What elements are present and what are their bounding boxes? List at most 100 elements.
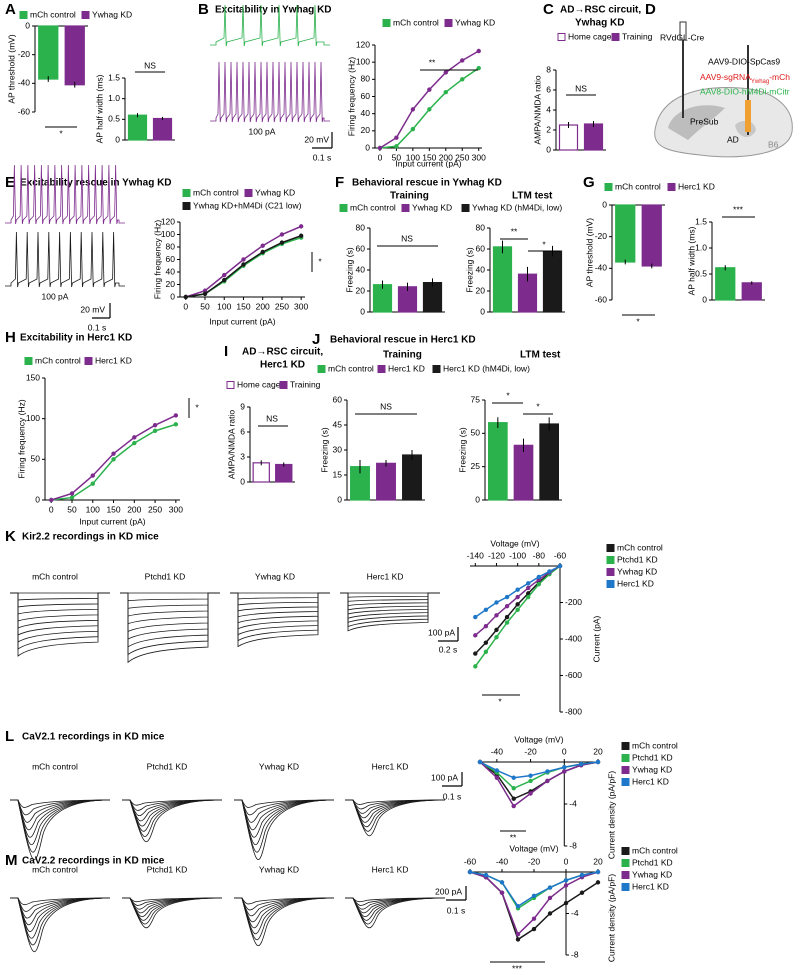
y-tick-label: -20 [595, 231, 608, 241]
point [473, 664, 478, 669]
trace-label: mCh control [32, 864, 78, 874]
trace [5, 231, 125, 288]
point [202, 288, 208, 293]
bar [252, 462, 270, 483]
point [410, 126, 416, 132]
legend-label: mCh control [617, 542, 663, 552]
y-tick-label: 3 [240, 451, 245, 461]
legend-label: mCh control [632, 740, 678, 750]
panel-letter: D [645, 1, 656, 18]
x-tick-label: 150 [236, 301, 250, 311]
point [515, 904, 521, 909]
y-tick-label: -60 [18, 106, 31, 116]
y-tick-label: -4 [571, 908, 579, 918]
legend-swatch [611, 33, 620, 41]
y-tick-label: 0 [35, 494, 40, 504]
point [578, 761, 584, 767]
point [260, 249, 265, 255]
point [595, 759, 601, 765]
x-tick-label: 200 [256, 301, 270, 311]
y-axis-label: Current density (pA/pF) [606, 874, 616, 963]
chart-subtitle: Training [383, 350, 422, 361]
trace [120, 592, 220, 617]
y-tick-label: -400 [565, 633, 582, 643]
point [222, 277, 227, 283]
x-tick-label: 50 [392, 152, 402, 162]
trace-label: 20 mV [80, 304, 105, 314]
legend-swatch [621, 778, 630, 786]
annotation: *** [733, 204, 744, 214]
trace [122, 897, 223, 929]
x-axis-label: Input current (pA) [79, 516, 145, 526]
point [427, 107, 432, 112]
x-axis-label: Input current (pA) [209, 316, 275, 326]
legend-label: mCh control [193, 187, 239, 197]
point [515, 607, 520, 612]
y-axis-label: Freezing (s) [464, 247, 474, 293]
y-tick-label: -4 [569, 798, 577, 808]
point [499, 890, 505, 895]
y-tick-label: 0 [337, 494, 342, 504]
chart-title: CaV2.2 recordings in KD mice [22, 856, 165, 867]
trace [340, 592, 440, 632]
x-tick-label: -140 [467, 550, 484, 560]
x-tick-label: 0 [49, 504, 54, 514]
legend-swatch [81, 11, 90, 19]
chart-title: Kir2.2 recordings in KD mice [22, 532, 159, 543]
point [279, 232, 285, 237]
legend-label: Herc1 KD [95, 355, 132, 365]
point [536, 574, 542, 580]
legend-label: Herc1 KD [632, 881, 669, 891]
point [511, 803, 516, 809]
bar [376, 462, 396, 501]
legend-swatch [621, 871, 630, 879]
point [545, 769, 550, 774]
legend-label: Herc1 KD [388, 363, 425, 373]
annotation: * [536, 401, 540, 411]
x-tick-label: 0 [183, 301, 188, 311]
y-tick-label: 0 [475, 494, 480, 504]
point [202, 291, 208, 297]
y-tick-label: 0 [115, 134, 120, 144]
legend-swatch [621, 859, 630, 867]
point [483, 649, 489, 654]
point [460, 58, 465, 63]
trace [234, 799, 335, 853]
legend-swatch [84, 357, 93, 365]
label-part: -mCh [769, 72, 790, 82]
trace [340, 592, 440, 598]
x-tick-label: -100 [509, 550, 526, 560]
chart-subtitle: Herc1 KD [260, 360, 305, 371]
point [152, 428, 158, 434]
point [563, 900, 569, 906]
point [504, 614, 510, 620]
y-tick-label: 120 [356, 39, 370, 49]
trace-label: 0.1 s [88, 322, 106, 332]
point [260, 243, 265, 248]
x-axis-label: Voltage (mV) [514, 734, 563, 744]
point [483, 607, 489, 612]
y-tick-label: 0 [240, 476, 245, 486]
point [515, 587, 520, 592]
point [90, 473, 95, 478]
legend-label: mCh control [350, 202, 396, 212]
y-tick-label: 60 [333, 394, 343, 404]
y-tick-label: 15 [333, 469, 343, 479]
y-tick-label: 40 [356, 264, 366, 274]
annotation: * [498, 696, 502, 706]
y-tick-label: 0 [365, 142, 370, 152]
legend-swatch [606, 580, 615, 588]
trace-label: Herc1 KD [372, 864, 409, 874]
trace-label: 100 pA [431, 772, 458, 782]
annotation: * [542, 239, 546, 249]
bar [539, 423, 560, 501]
legend-swatch [182, 202, 191, 210]
trace-label: 0.1 s [313, 152, 331, 162]
trace-label: 200 pA [435, 886, 462, 896]
point [528, 778, 533, 784]
annotation: NS [575, 83, 587, 93]
legend-swatch [182, 189, 191, 197]
trace-label: Herc1 KD [372, 761, 409, 771]
point [511, 775, 516, 780]
trace [345, 897, 446, 929]
